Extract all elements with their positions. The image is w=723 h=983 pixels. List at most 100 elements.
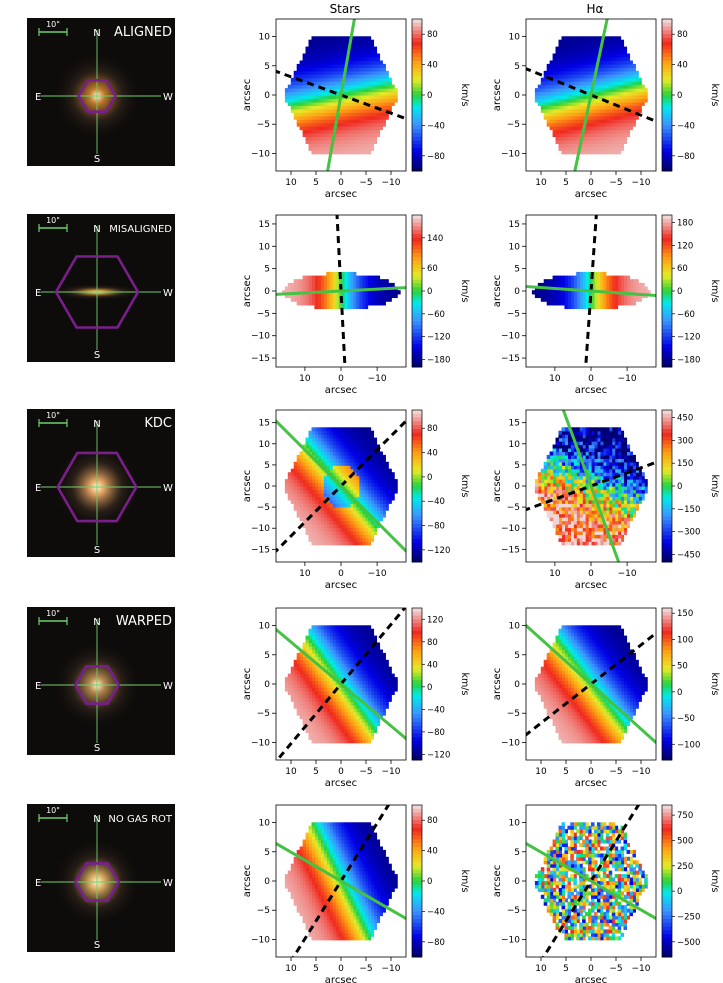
colorbar-segment <box>662 291 672 296</box>
map-pixel <box>290 489 295 494</box>
map-pixel <box>555 465 560 470</box>
map-pixel <box>352 81 357 86</box>
map-pixel <box>344 520 348 525</box>
map-pixel <box>364 57 369 62</box>
map-pixel <box>635 95 639 100</box>
map-pixel <box>599 458 604 463</box>
map-pixel <box>570 57 574 62</box>
map-pixel <box>588 530 592 535</box>
map-pixel <box>382 489 386 494</box>
map-pixel <box>579 119 583 124</box>
colorbar-segment <box>412 501 422 506</box>
map-pixel <box>370 503 375 508</box>
map-pixel <box>629 126 633 131</box>
map-pixel <box>349 136 354 141</box>
map-pixel <box>588 88 592 93</box>
map-pixel <box>344 486 348 491</box>
map-pixel <box>573 101 577 106</box>
map-pixel <box>620 437 625 442</box>
map-pixel <box>311 503 316 508</box>
map-pixel <box>564 301 568 306</box>
map-pixel <box>549 301 554 306</box>
map-pixel <box>361 275 366 280</box>
map-pixel <box>629 475 633 480</box>
map-pixel <box>364 499 369 504</box>
map-pixel <box>317 74 321 79</box>
map-pixel <box>326 91 330 96</box>
map-pixel <box>329 112 333 117</box>
map-pixel <box>352 297 357 302</box>
map-pixel <box>605 475 610 480</box>
map-pixel <box>582 46 586 51</box>
map-pixel <box>602 499 607 504</box>
map-pixel <box>299 297 304 302</box>
map-pixel <box>329 74 333 79</box>
map-pixel <box>599 454 604 459</box>
map-pixel <box>558 112 563 117</box>
map-pixel <box>329 126 333 131</box>
map-pixel <box>376 468 381 473</box>
map-pixel <box>367 112 372 117</box>
map-pixel <box>594 444 598 449</box>
colorbar-segment <box>662 72 672 77</box>
map-pixel <box>588 136 592 141</box>
map-pixel <box>605 77 610 82</box>
map-pixel <box>543 101 548 106</box>
map-pixel <box>588 451 592 456</box>
map-pixel <box>596 286 601 291</box>
map-pixel <box>370 70 375 75</box>
map-pixel <box>382 119 386 124</box>
map-pixel <box>317 67 321 72</box>
map-pixel <box>317 301 321 306</box>
colorbar-segment <box>412 351 422 357</box>
colorbar-segment <box>412 448 422 453</box>
map-pixel <box>314 437 318 442</box>
map-pixel <box>611 50 616 55</box>
map-pixel <box>364 290 369 295</box>
colorbar-label: km/s <box>459 475 470 498</box>
map-pixel <box>561 486 566 491</box>
map-pixel <box>355 503 360 508</box>
map-pixel <box>338 84 342 89</box>
map-pixel <box>594 119 598 124</box>
map-pixel <box>582 297 586 302</box>
map-pixel <box>626 57 631 62</box>
map-pixel <box>611 465 616 470</box>
map-pixel <box>385 492 389 497</box>
map-pixel <box>349 43 354 48</box>
map-pixel <box>599 437 604 442</box>
map-pixel <box>602 63 607 68</box>
map-pixel <box>388 290 392 295</box>
map-pixel <box>308 129 313 134</box>
map-pixel <box>358 88 363 93</box>
map-pixel <box>591 451 595 456</box>
map-pixel <box>364 70 369 75</box>
map-pixel <box>317 133 321 138</box>
map-pixel <box>594 541 598 546</box>
map-pixel <box>385 98 389 103</box>
map-pixel <box>332 434 336 439</box>
colorbar-segment <box>412 325 422 330</box>
map-pixel <box>579 430 583 435</box>
map-pixel <box>302 486 307 491</box>
map-pixel <box>641 290 645 295</box>
map-pixel <box>626 77 631 82</box>
map-pixel <box>296 510 301 515</box>
map-pixel <box>620 454 625 459</box>
y-tick-label: 10 <box>259 440 271 450</box>
map-pixel <box>326 489 330 494</box>
map-pixel <box>605 537 610 542</box>
map-pixel <box>355 101 360 106</box>
map-pixel <box>611 537 616 542</box>
map-pixel <box>341 496 345 501</box>
map-pixel <box>349 84 354 89</box>
map-pixel <box>549 454 554 459</box>
map-pixel <box>332 57 336 62</box>
map-pixel <box>302 108 307 113</box>
map-pixel <box>358 527 363 532</box>
map-pixel <box>596 301 601 306</box>
map-pixel <box>564 454 568 459</box>
map-pixel <box>561 122 566 127</box>
map-pixel <box>293 88 298 93</box>
map-pixel <box>370 60 375 65</box>
